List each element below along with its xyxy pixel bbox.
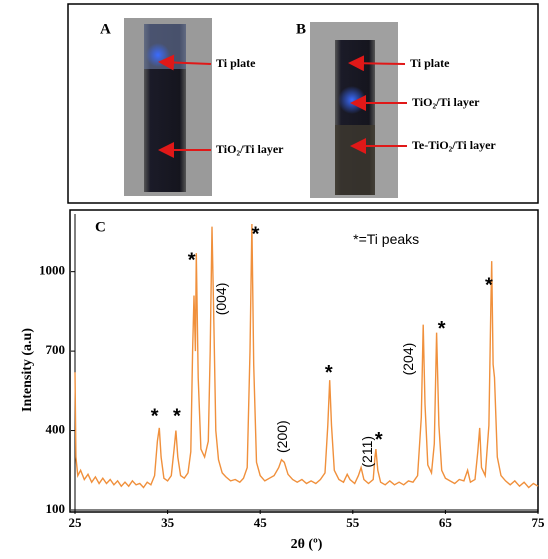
- arrow: [158, 54, 212, 71]
- y-tick-label: 700: [46, 342, 66, 357]
- callout: Te-TiO₂/Ti layer: [412, 138, 496, 152]
- arrow: [348, 55, 406, 72]
- annotation: *=Ti peaks: [353, 231, 419, 247]
- annotation: (200): [274, 420, 290, 453]
- te-region-b: [335, 125, 375, 195]
- callout: Ti plate: [216, 56, 256, 70]
- y-tick-label: 100: [46, 501, 66, 516]
- callout: TiO₂/Ti layer: [216, 142, 284, 156]
- peak-marker: *: [438, 318, 446, 340]
- peak-marker: *: [173, 406, 181, 428]
- callout: TiO₂/Ti layer: [412, 95, 480, 109]
- annotation: (204): [400, 343, 416, 376]
- chart: C 100 400 700 1000 25 35 45 55 65 75 2θ (º) Intensit…: [20, 214, 545, 552]
- x-tick-label: 35: [161, 515, 175, 530]
- callout: Ti plate: [410, 56, 450, 70]
- x-tick-label: 45: [254, 515, 268, 530]
- y-tick-label: 1000: [39, 263, 65, 278]
- peak-marker: *: [151, 406, 159, 428]
- panel-label: A: [100, 21, 111, 37]
- peak-marker: *: [375, 429, 383, 451]
- photo-annotations: A Ti plate TiO₂/Ti layer B Ti plate TiO₂/Ti l…: [100, 21, 496, 158]
- x-tick-label: 55: [346, 515, 360, 530]
- x-tick-label: 75: [532, 515, 546, 530]
- x-axis-label: 2θ (º): [291, 537, 323, 552]
- chart-frame: [69, 209, 539, 513]
- peak-marker: *: [325, 362, 333, 384]
- panel-label: C: [95, 219, 106, 235]
- glow: [338, 86, 366, 114]
- glow: [146, 43, 170, 67]
- y-axis-label: Intensity (a.u): [20, 328, 35, 412]
- annotation: (004): [213, 283, 229, 316]
- x-tick-label: 65: [439, 515, 453, 530]
- peak-marker: *: [485, 275, 493, 297]
- panel-label: B: [296, 21, 306, 37]
- xrd-line: [74, 223, 539, 489]
- peak-marker: *: [252, 224, 260, 246]
- photo-frame: [67, 3, 539, 204]
- x-tick-label: 25: [69, 515, 83, 530]
- y-tick-label: 400: [46, 422, 66, 437]
- annotation: (211): [359, 436, 375, 468]
- peak-marker: *: [188, 249, 196, 271]
